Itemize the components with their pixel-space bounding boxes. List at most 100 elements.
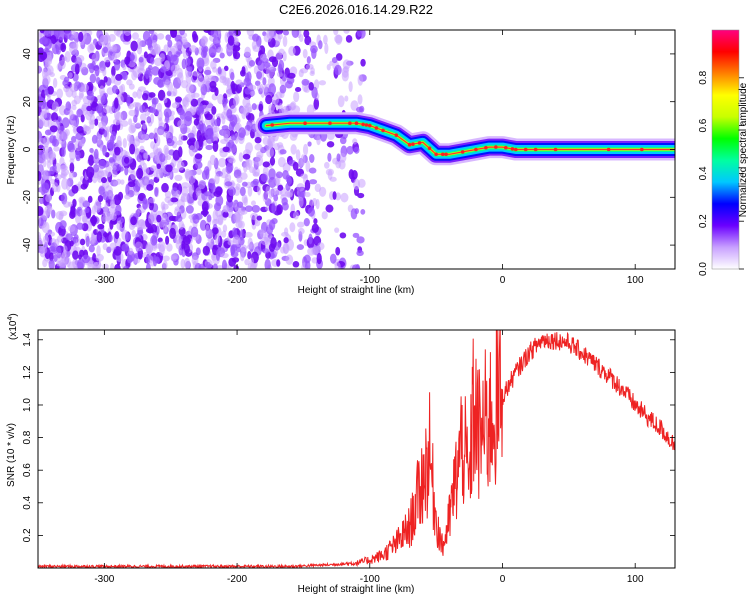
spectrogram-cell: [360, 58, 366, 67]
spectrogram-cell: [102, 263, 109, 269]
spectrogram-cell: [44, 56, 53, 66]
spectrogram-cell: [63, 85, 70, 93]
spectrogram-peak-point: [434, 152, 438, 157]
spectrogram-cell: [79, 238, 86, 246]
spectrogram-cell: [164, 111, 170, 124]
spectrogram-cell: [170, 253, 178, 260]
spectrogram-cell: [240, 107, 246, 115]
spectrogram-cell: [334, 64, 342, 76]
spectrogram-cell: [239, 186, 246, 197]
spectrogram-cell: [79, 209, 87, 216]
y-tick-label: -40: [22, 237, 33, 252]
spectrogram-cell: [172, 149, 181, 161]
spectrogram-cell: [122, 137, 127, 149]
spectrogram-cell: [51, 101, 59, 113]
spectrogram-cell: [122, 72, 128, 81]
spectrogram-cell: [69, 149, 76, 161]
spectrogram-cell: [221, 168, 227, 174]
spectrogram-cell: [308, 81, 314, 91]
spectrogram-cell: [227, 35, 235, 46]
spectrogram-cell: [89, 147, 94, 154]
spectrogram-cell: [268, 83, 277, 95]
spectrogram-cell: [173, 208, 182, 216]
y-tick-label: -20: [22, 190, 33, 205]
spectrogram-cell: [58, 212, 64, 221]
spectrogram-cell: [162, 203, 169, 210]
spectrogram-cell: [201, 201, 209, 213]
spectrogram-cell: [326, 63, 331, 71]
spectrogram-cell: [238, 152, 244, 162]
spectrogram-cell: [52, 164, 57, 172]
spectrogram-cell: [84, 207, 90, 214]
spectrogram-cell: [333, 30, 339, 36]
spectrogram-peak-point: [523, 147, 528, 152]
spectrogram-cell: [44, 129, 52, 136]
spectrogram-cell: [360, 209, 366, 215]
spectrogram-cell: [215, 249, 220, 262]
spectrogram-cell: [199, 113, 204, 125]
spectrogram-cell: [260, 173, 268, 182]
spectrogram-cell: [281, 197, 288, 206]
spectrogram-cell: [291, 30, 300, 39]
spectrogram-cell: [116, 135, 122, 148]
spectrogram-cell: [107, 46, 116, 52]
spectrogram-cell: [102, 243, 108, 251]
spectrogram-cell: [67, 201, 74, 207]
spectrogram-cell: [188, 145, 196, 157]
spectrogram-cell: [134, 241, 143, 252]
y-tick-label: 0.8: [22, 430, 33, 444]
spectrogram-cell: [304, 179, 311, 191]
spectrogram-cell: [44, 30, 52, 37]
spectrogram-cell: [148, 30, 155, 35]
spectrogram-cell: [42, 152, 48, 160]
spectrogram-cell: [206, 214, 212, 223]
spectrogram-cell: [195, 161, 203, 169]
spectrogram-cell: [287, 72, 296, 79]
spectrogram-cell: [155, 168, 162, 179]
spectrogram-cell: [114, 231, 120, 240]
spectrogram-cell: [159, 53, 166, 62]
spectrogram-cell: [157, 79, 165, 88]
spectrogram-cell: [49, 252, 54, 262]
spectrogram-cell: [204, 113, 213, 121]
spectrogram-cell: [224, 181, 233, 187]
spectrogram-cell: [245, 157, 250, 166]
spectrogram-cell: [42, 235, 50, 245]
spectrogram-cell: [294, 86, 302, 93]
spectrogram-cell: [115, 204, 122, 216]
spectrogram-cell: [96, 245, 101, 257]
spectrogram-cell: [187, 132, 195, 139]
spectrogram-cell: [132, 66, 141, 78]
spectrogram-peak-point: [361, 122, 365, 127]
spectrogram-cell: [218, 157, 227, 168]
y-tick-label: 20: [22, 96, 33, 108]
spectrogram-cell: [348, 81, 353, 93]
spectrogram-cell: [128, 109, 137, 117]
spectrogram-cell: [148, 132, 155, 140]
spectrogram-cell: [280, 246, 286, 254]
spectrogram-cell: [166, 243, 173, 252]
spectrogram-cell: [170, 197, 179, 203]
colorbar-tick-label: 0.4: [698, 166, 709, 180]
spectrogram-cell: [111, 65, 116, 77]
spectrogram-cell: [338, 153, 347, 163]
spectrogram-cell: [162, 130, 170, 138]
spectrogram-cell: [145, 262, 151, 269]
spectrogram-cell: [155, 46, 161, 55]
spectrogram-cell: [175, 189, 181, 198]
spectrogram-cell: [198, 106, 205, 113]
spectrogram-cell: [335, 246, 341, 256]
spectrogram-cell: [275, 171, 283, 179]
spectrogram-cell: [211, 106, 217, 115]
spectrogram-cell: [124, 56, 131, 65]
spectrogram-cell: [100, 95, 107, 105]
spectrogram-cell: [150, 165, 157, 172]
spectrogram-cell: [123, 30, 132, 37]
spectrogram-cell: [188, 137, 196, 143]
spectrogram-cell: [236, 201, 244, 208]
spectrogram-cell: [129, 143, 136, 155]
spectrogram-peak-point: [606, 147, 611, 152]
spectrogram-cell: [222, 98, 229, 105]
spectrogram-cell: [164, 190, 172, 199]
